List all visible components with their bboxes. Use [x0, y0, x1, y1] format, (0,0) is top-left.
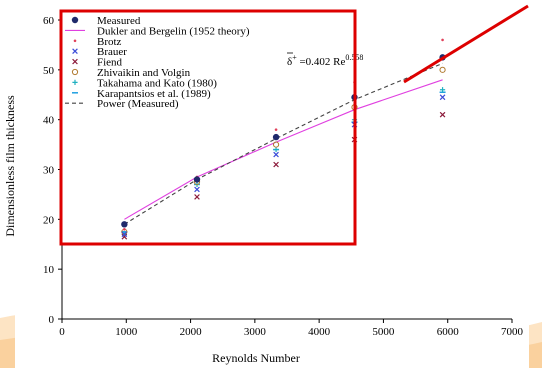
data-point	[123, 228, 126, 231]
data-point	[194, 186, 200, 193]
chart-area-background	[15, 6, 529, 368]
series-line	[124, 62, 443, 225]
data-point	[441, 38, 444, 42]
highlight-pointer-line	[403, 4, 529, 84]
data-point	[439, 111, 446, 118]
highlight-box	[59, 9, 357, 246]
tick-labels: 0 1000 2000 3000 4000 5000 6000 7000 0 10 20 30 40 50…	[43, 15, 524, 338]
legend-item: Brotz	[73, 36, 122, 48]
data-point	[272, 141, 280, 148]
legend-swatch	[73, 39, 77, 43]
data-point	[193, 176, 201, 183]
legend-item: Power (Measured)	[65, 98, 179, 110]
x-tick-label: 5000	[372, 326, 395, 338]
data-point	[273, 146, 279, 153]
legend-item: Takahama and Kato (1980)	[72, 77, 217, 89]
legend-label: Measured	[97, 15, 141, 27]
data-point	[272, 133, 280, 141]
legend-label: Fiend	[97, 57, 123, 69]
legend-label: Karapantsios et al. (1989)	[97, 88, 211, 100]
legend-swatch	[72, 79, 78, 85]
data-point	[194, 194, 200, 200]
x-axis-title: Reynolds Number	[212, 351, 300, 365]
y-tick-label: 30	[43, 165, 55, 177]
legend-label: Zhivaikin and Volgin	[97, 67, 191, 79]
legend-swatch	[71, 16, 79, 24]
y-axis-title: Dimensionless film thickness	[3, 95, 17, 237]
legend-swatch	[72, 58, 78, 65]
legend-item: Brauer	[72, 46, 127, 58]
x-tick-label: 0	[59, 326, 65, 338]
legend-item: Karapantsios et al. (1989)	[72, 88, 211, 100]
data-point	[439, 66, 446, 73]
data-point	[439, 87, 446, 93]
data-point	[273, 161, 279, 168]
x-tick-label: 3000	[244, 326, 267, 338]
legend-swatch	[71, 68, 79, 76]
data-point	[274, 128, 278, 131]
data-point	[121, 231, 128, 238]
data-point	[273, 151, 279, 158]
legend-item: Fiend	[72, 57, 123, 69]
y-tick-label: 60	[43, 15, 55, 27]
legend-label: Power (Measured)	[97, 98, 179, 110]
y-tick-label: 50	[43, 65, 55, 77]
legend-item: Dukler and Bergelin (1952 theory)	[65, 25, 250, 37]
legend-label: Takahama and Kato (1980)	[97, 77, 217, 89]
y-tick-label: 10	[43, 264, 55, 276]
x-tick-label: 1000	[115, 326, 138, 338]
x-tick-label: 7000	[501, 326, 524, 338]
legend-swatch	[72, 48, 78, 55]
legend-item: Measured	[71, 15, 141, 27]
x-tick-label: 2000	[180, 326, 203, 338]
data-point	[121, 221, 128, 228]
legend-label: Dukler and Bergelin (1952 theory)	[97, 25, 250, 37]
y-tick-label: 0	[49, 314, 55, 326]
x-tick-label: 6000	[437, 326, 460, 338]
y-tick-label: 20	[43, 214, 55, 226]
legend-label: Brauer	[97, 46, 127, 58]
x-tick-label: 4000	[308, 326, 331, 338]
legend-item: Zhivaikin and Volgin	[71, 67, 191, 79]
y-tick-label: 40	[43, 115, 55, 127]
legend-label: Brotz	[97, 36, 122, 48]
data-point	[439, 94, 446, 101]
